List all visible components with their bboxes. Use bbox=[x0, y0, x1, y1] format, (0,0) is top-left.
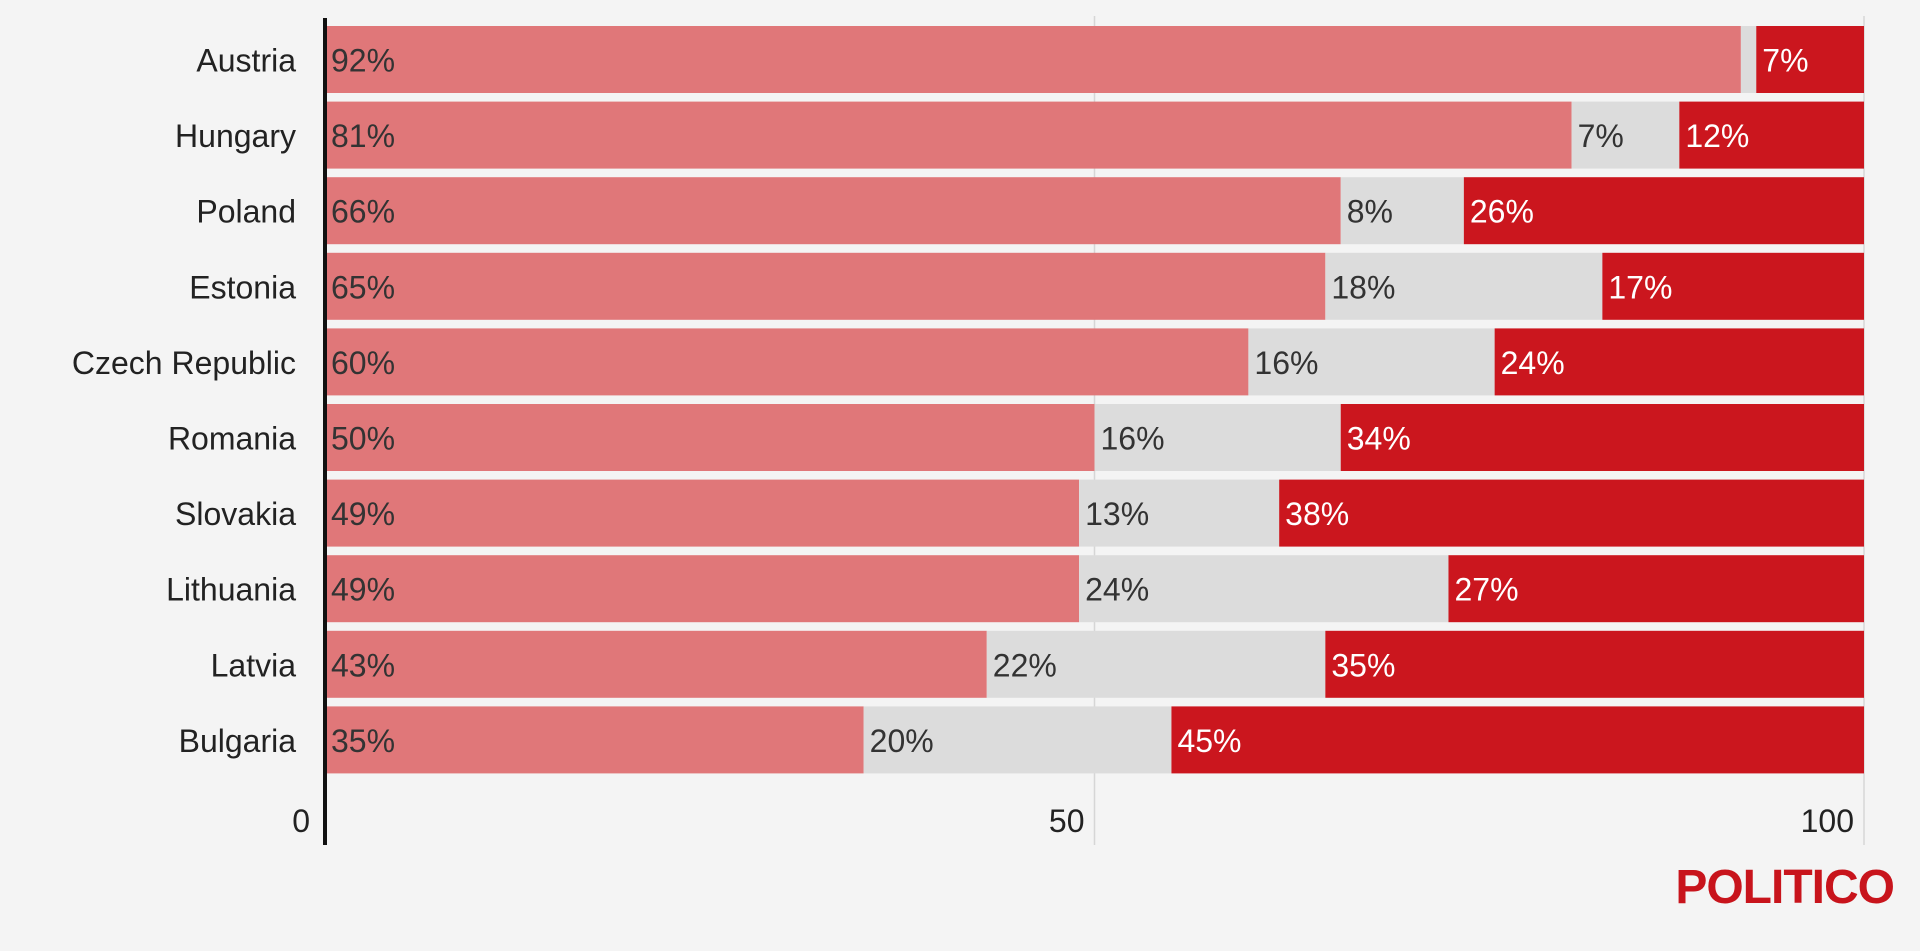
bar-segment bbox=[1325, 630, 1864, 698]
politico-logo: POLITICO bbox=[1675, 861, 1895, 914]
bar-segment bbox=[1448, 555, 1864, 623]
bar-segment bbox=[325, 404, 1095, 471]
bar-segment bbox=[325, 252, 1326, 320]
data-label: 34% bbox=[1347, 421, 1411, 457]
bar-segment bbox=[1494, 328, 1864, 396]
bar-segment bbox=[325, 630, 987, 698]
x-tick-label: 0 bbox=[292, 803, 310, 839]
bar-segment bbox=[1279, 479, 1864, 547]
data-label: 8% bbox=[1347, 194, 1393, 230]
category-label: Poland bbox=[196, 194, 296, 230]
x-tick-label: 100 bbox=[1801, 803, 1854, 839]
data-label: 7% bbox=[1578, 118, 1624, 154]
category-label: Hungary bbox=[175, 118, 296, 154]
bar-segment bbox=[1756, 26, 1864, 93]
bar-segment bbox=[325, 26, 1741, 93]
bar-segment bbox=[863, 706, 1172, 774]
bar-segment bbox=[1571, 101, 1680, 169]
bar-segment bbox=[1463, 177, 1864, 245]
data-label: 7% bbox=[1762, 43, 1808, 79]
data-label: 50% bbox=[331, 421, 395, 457]
data-label: 12% bbox=[1685, 118, 1749, 154]
category-label: Czech Republic bbox=[72, 345, 296, 381]
bar-segment bbox=[1325, 252, 1603, 320]
data-label: 81% bbox=[331, 118, 395, 154]
category-label: Slovakia bbox=[175, 496, 296, 532]
data-label: 22% bbox=[993, 647, 1057, 683]
bar-segment bbox=[325, 328, 1249, 396]
category-label: Lithuania bbox=[166, 572, 296, 608]
data-label: 92% bbox=[331, 43, 395, 79]
bar-segment bbox=[1248, 328, 1495, 396]
data-label: 65% bbox=[331, 269, 395, 305]
bar-segment bbox=[1679, 101, 1864, 169]
data-label: 20% bbox=[870, 723, 934, 759]
data-label: 26% bbox=[1470, 194, 1534, 230]
category-label: Bulgaria bbox=[179, 723, 297, 759]
bar-segment bbox=[1340, 177, 1464, 245]
bar-segment bbox=[1079, 555, 1449, 623]
x-tick-label: 50 bbox=[1049, 803, 1085, 839]
data-label: 24% bbox=[1501, 345, 1565, 381]
bar-segment bbox=[1602, 252, 1864, 320]
data-label: 49% bbox=[331, 572, 395, 608]
bar-segment bbox=[325, 555, 1080, 623]
bar-segment bbox=[1094, 404, 1341, 471]
data-label: 38% bbox=[1285, 496, 1349, 532]
data-label: 35% bbox=[331, 723, 395, 759]
data-label: 17% bbox=[1608, 269, 1672, 305]
bar-segment bbox=[1079, 479, 1280, 547]
bar-segment bbox=[325, 479, 1080, 547]
data-label: 66% bbox=[331, 194, 395, 230]
bar-segment bbox=[986, 630, 1326, 698]
data-label: 24% bbox=[1085, 572, 1149, 608]
data-label: 60% bbox=[331, 345, 395, 381]
bar-segment bbox=[1171, 706, 1864, 774]
bar-segment bbox=[1740, 26, 1757, 93]
data-label: 49% bbox=[331, 496, 395, 532]
data-label: 18% bbox=[1331, 269, 1395, 305]
bar-segment bbox=[1340, 404, 1864, 471]
data-label: 13% bbox=[1085, 496, 1149, 532]
data-label: 16% bbox=[1101, 421, 1165, 457]
category-label: Romania bbox=[168, 421, 296, 457]
bar-segment bbox=[325, 706, 864, 774]
data-label: 35% bbox=[1331, 647, 1395, 683]
bar-segment bbox=[325, 177, 1341, 245]
data-label: 16% bbox=[1254, 345, 1318, 381]
data-label: 45% bbox=[1177, 723, 1241, 759]
data-label: 27% bbox=[1454, 572, 1518, 608]
data-label: 43% bbox=[331, 647, 395, 683]
category-label: Estonia bbox=[189, 269, 296, 305]
bar-segment bbox=[325, 101, 1572, 169]
category-label: Austria bbox=[196, 43, 296, 79]
category-label: Latvia bbox=[211, 647, 297, 683]
